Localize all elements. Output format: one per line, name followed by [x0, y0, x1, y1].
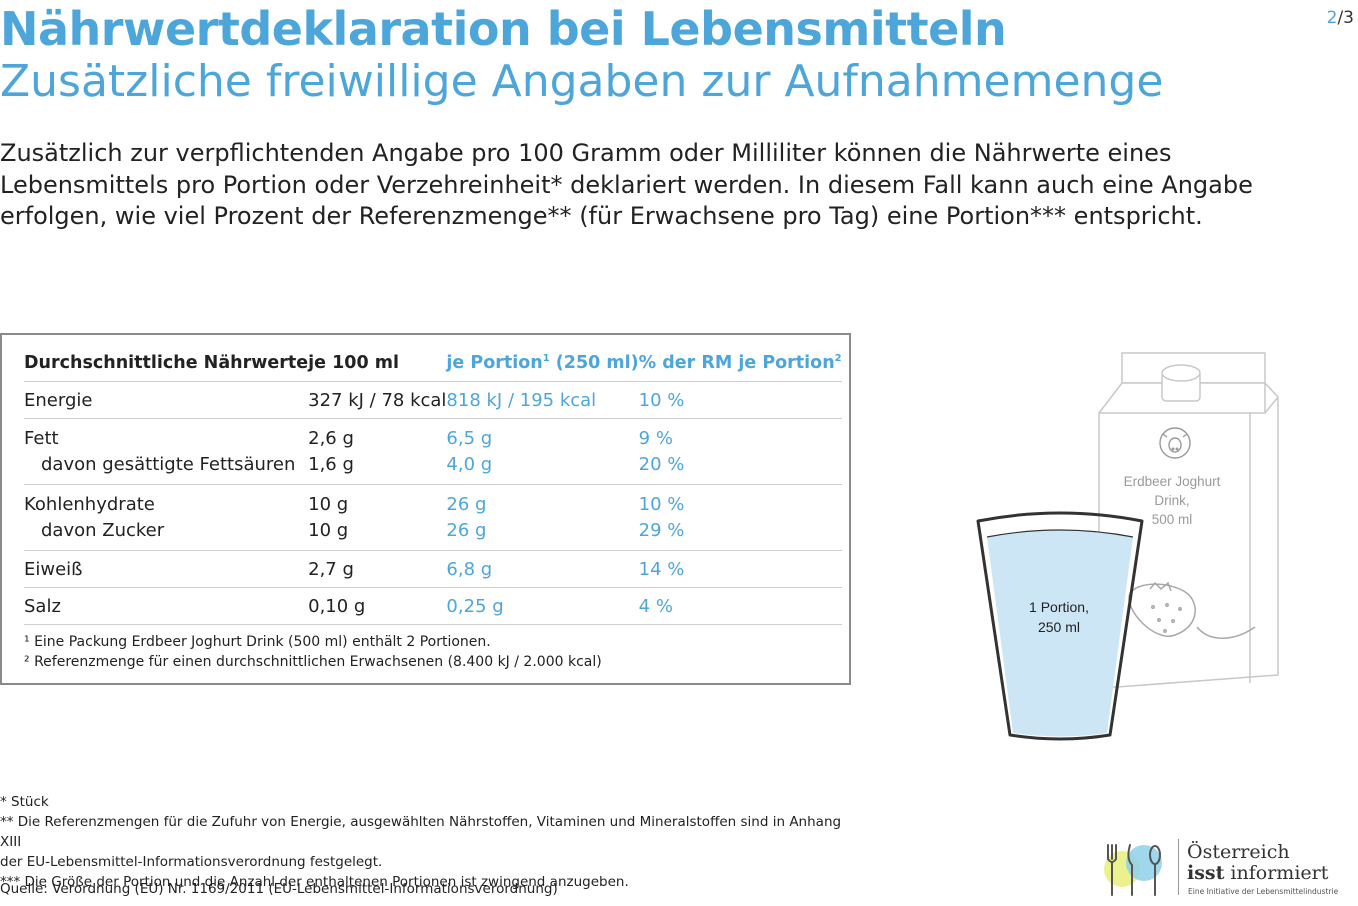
glass-label-line2: 250 ml [1038, 619, 1080, 635]
header-per-portion: je Portion1 (250 ml) [446, 345, 639, 382]
logo-text-line2: isst informiert [1187, 862, 1329, 884]
logo-tagline: Eine Initiative der Lebensmittelindustri… [1188, 887, 1339, 896]
header-nutrients: Durchschnittliche Nährwerte [24, 345, 309, 382]
carton-label-line1: Erdbeer Joghurt [1124, 474, 1221, 489]
footnote-2: ² Referenzmenge für einen durchschnittli… [24, 654, 602, 670]
header-per-100ml: je 100 ml [308, 345, 447, 382]
table-row: Fett 2,6 g 6,5 g 9 % [24, 428, 673, 449]
nutrition-table: Durchschnittliche Nährwerte je 100 ml je… [24, 345, 842, 625]
glass-label-line1: 1 Portion, [1029, 599, 1089, 615]
table-row: davon gesättigte Fettsäuren 1,6 g 4,0 g … [24, 452, 842, 485]
logo-text-line1: Österreich [1187, 841, 1290, 863]
carton-label-line3: 500 ml [1152, 512, 1193, 527]
note-item: *** Die Größe der Portion und die Anzahl… [0, 874, 629, 890]
page-subtitle: Zusätzliche freiwillige Angaben zur Aufn… [0, 56, 1164, 107]
cow-icon [1159, 427, 1191, 459]
logo: Österreich isst informiert Eine Initiati… [1100, 835, 1350, 900]
footnote-1: ¹ Eine Packung Erdbeer Joghurt Drink (50… [24, 634, 491, 650]
note-item: der EU-Lebensmittel-Informationsverordnu… [0, 854, 383, 870]
source-citation: Quelle: Verordnung (EU) Nr. 1169/2011 (E… [0, 881, 558, 897]
nutrition-table-box: Durchschnittliche Nährwerte je 100 ml je… [0, 333, 851, 685]
header-percent-rm: % der RM je Portion2 [638, 345, 842, 382]
note-item: ** Die Referenzmengen für die Zufuhr von… [0, 814, 842, 850]
table-row: Eiweiß 2,7 g 6,8 g 14 % [24, 550, 842, 588]
table-row: davon Zucker 10 g 26 g 29 % [24, 518, 842, 551]
note-item: * Stück [0, 794, 49, 810]
table-row: Energie 327 kJ / 78 kcal 818 kJ / 195 kc… [24, 381, 842, 419]
carton-label-line2: Drink, [1154, 493, 1189, 508]
carton-and-glass-illustration: Erdbeer Joghurt Drink, 500 ml 1 Portion,… [976, 352, 1279, 741]
asterisk-notes: * Stück ** Die Referenzmengen für die Zu… [0, 792, 860, 892]
table-header-row: Durchschnittliche Nährwerte je 100 ml je… [24, 345, 842, 382]
intro-paragraph: Zusätzlich zur verpflichtenden Angabe pr… [0, 139, 1253, 230]
page-title: Nährwertdeklaration bei Lebensmitteln [0, 2, 1007, 56]
table-row: Salz 0,10 g 0,25 g 4 % [24, 587, 842, 625]
water-glass [976, 511, 1144, 741]
logo-divider [1178, 839, 1179, 895]
page-number: 2/3 [1326, 8, 1354, 28]
table-row: Kohlenhydrate 10 g 26 g 10 % [24, 494, 685, 515]
cutlery-logo-icon [1104, 844, 1162, 896]
table-footnotes: ¹ Eine Packung Erdbeer Joghurt Drink (50… [24, 632, 602, 672]
